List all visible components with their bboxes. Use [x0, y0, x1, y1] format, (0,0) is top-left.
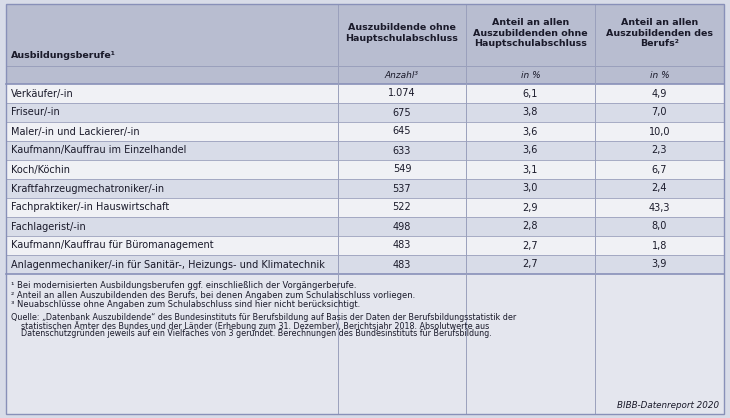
- Bar: [6, 255, 724, 274]
- Text: 6,1: 6,1: [523, 89, 538, 99]
- Text: Kaufmann/Kauffrau im Einzelhandel: Kaufmann/Kauffrau im Einzelhandel: [11, 145, 186, 155]
- Text: Koch/Köchin: Koch/Köchin: [11, 165, 70, 174]
- Text: 2,7: 2,7: [523, 260, 538, 270]
- Text: 2,8: 2,8: [523, 222, 538, 232]
- Text: Kraftfahrzeugmechatroniker/-in: Kraftfahrzeugmechatroniker/-in: [11, 184, 164, 194]
- Text: 549: 549: [393, 165, 411, 174]
- Text: 4,9: 4,9: [652, 89, 667, 99]
- Text: BIBB-Datenreport 2020: BIBB-Datenreport 2020: [617, 401, 719, 410]
- Text: 1.074: 1.074: [388, 89, 416, 99]
- Text: 1,8: 1,8: [652, 240, 667, 250]
- Text: 537: 537: [393, 184, 411, 194]
- Bar: [6, 141, 724, 160]
- Text: Datenschutzgründen jeweils auf ein Vielfaches von 3 gerundet. Berechnungen des B: Datenschutzgründen jeweils auf ein Vielf…: [11, 329, 492, 339]
- Text: 498: 498: [393, 222, 411, 232]
- Text: 3,1: 3,1: [523, 165, 538, 174]
- Bar: [6, 274, 724, 414]
- Text: 633: 633: [393, 145, 411, 155]
- Text: 483: 483: [393, 260, 411, 270]
- Bar: [6, 103, 724, 122]
- Bar: [6, 122, 724, 141]
- Text: 522: 522: [393, 202, 411, 212]
- Text: 3,6: 3,6: [523, 145, 538, 155]
- Text: Fachlagerist/-in: Fachlagerist/-in: [11, 222, 85, 232]
- Bar: [6, 217, 724, 236]
- Text: 7,0: 7,0: [652, 107, 667, 117]
- Text: 2,4: 2,4: [652, 184, 667, 194]
- Text: Friseur/-in: Friseur/-in: [11, 107, 60, 117]
- Text: 483: 483: [393, 240, 411, 250]
- Text: 8,0: 8,0: [652, 222, 667, 232]
- Text: in %: in %: [650, 71, 669, 79]
- Text: Anteil an allen
Auszubildenden ohne
Hauptschulabschluss: Anteil an allen Auszubildenden ohne Haup…: [473, 18, 588, 48]
- Text: Fachpraktiker/-in Hauswirtschaft: Fachpraktiker/-in Hauswirtschaft: [11, 202, 169, 212]
- Bar: [6, 160, 724, 179]
- Bar: [6, 198, 724, 217]
- Text: 3,9: 3,9: [652, 260, 667, 270]
- Bar: [6, 4, 724, 84]
- Text: Anzahl³: Anzahl³: [385, 71, 419, 79]
- Text: 3,0: 3,0: [523, 184, 538, 194]
- Text: Verkäufer/-in: Verkäufer/-in: [11, 89, 74, 99]
- Text: Anlagenmechaniker/-in für Sanitär-, Heizungs- und Klimatechnik: Anlagenmechaniker/-in für Sanitär-, Heiz…: [11, 260, 325, 270]
- Text: statistischen Ämter des Bundes und der Länder (Erhebung zum 31. Dezember), Beric: statistischen Ämter des Bundes und der L…: [11, 321, 489, 331]
- Text: ¹ Bei modernisierten Ausbildungsberufen ggf. einschließlich der Vorgängerberufe.: ¹ Bei modernisierten Ausbildungsberufen …: [11, 281, 356, 290]
- Text: Kaufmann/Kauffrau für Büromanagement: Kaufmann/Kauffrau für Büromanagement: [11, 240, 214, 250]
- Text: 2,9: 2,9: [523, 202, 538, 212]
- Bar: [6, 179, 724, 198]
- Bar: [6, 84, 724, 103]
- Text: Auszubildende ohne
Hauptschulabschluss: Auszubildende ohne Hauptschulabschluss: [345, 23, 458, 43]
- Text: 3,8: 3,8: [523, 107, 538, 117]
- Text: 2,3: 2,3: [652, 145, 667, 155]
- Text: 2,7: 2,7: [523, 240, 538, 250]
- Text: Anteil an allen
Auszubildenden des
Berufs²: Anteil an allen Auszubildenden des Beruf…: [606, 18, 713, 48]
- Bar: [6, 236, 724, 255]
- Text: ³ Neuabschlüsse ohne Angaben zum Schulabschluss sind hier nicht berücksichtigt.: ³ Neuabschlüsse ohne Angaben zum Schulab…: [11, 300, 360, 309]
- Text: Maler/-in und Lackierer/-in: Maler/-in und Lackierer/-in: [11, 127, 139, 137]
- Text: ² Anteil an allen Auszubildenden des Berufs, bei denen Angaben zum Schulabschlus: ² Anteil an allen Auszubildenden des Ber…: [11, 291, 415, 300]
- Text: 10,0: 10,0: [649, 127, 670, 137]
- Text: 3,6: 3,6: [523, 127, 538, 137]
- Text: 645: 645: [393, 127, 411, 137]
- Text: in %: in %: [520, 71, 540, 79]
- Text: 6,7: 6,7: [652, 165, 667, 174]
- Text: 675: 675: [393, 107, 411, 117]
- Text: 43,3: 43,3: [649, 202, 670, 212]
- Text: Ausbildungsberufe¹: Ausbildungsberufe¹: [11, 51, 116, 60]
- Text: Quelle: „Datenbank Auszubildende“ des Bundesinstituts für Berufsbildung auf Basi: Quelle: „Datenbank Auszubildende“ des Bu…: [11, 313, 516, 321]
